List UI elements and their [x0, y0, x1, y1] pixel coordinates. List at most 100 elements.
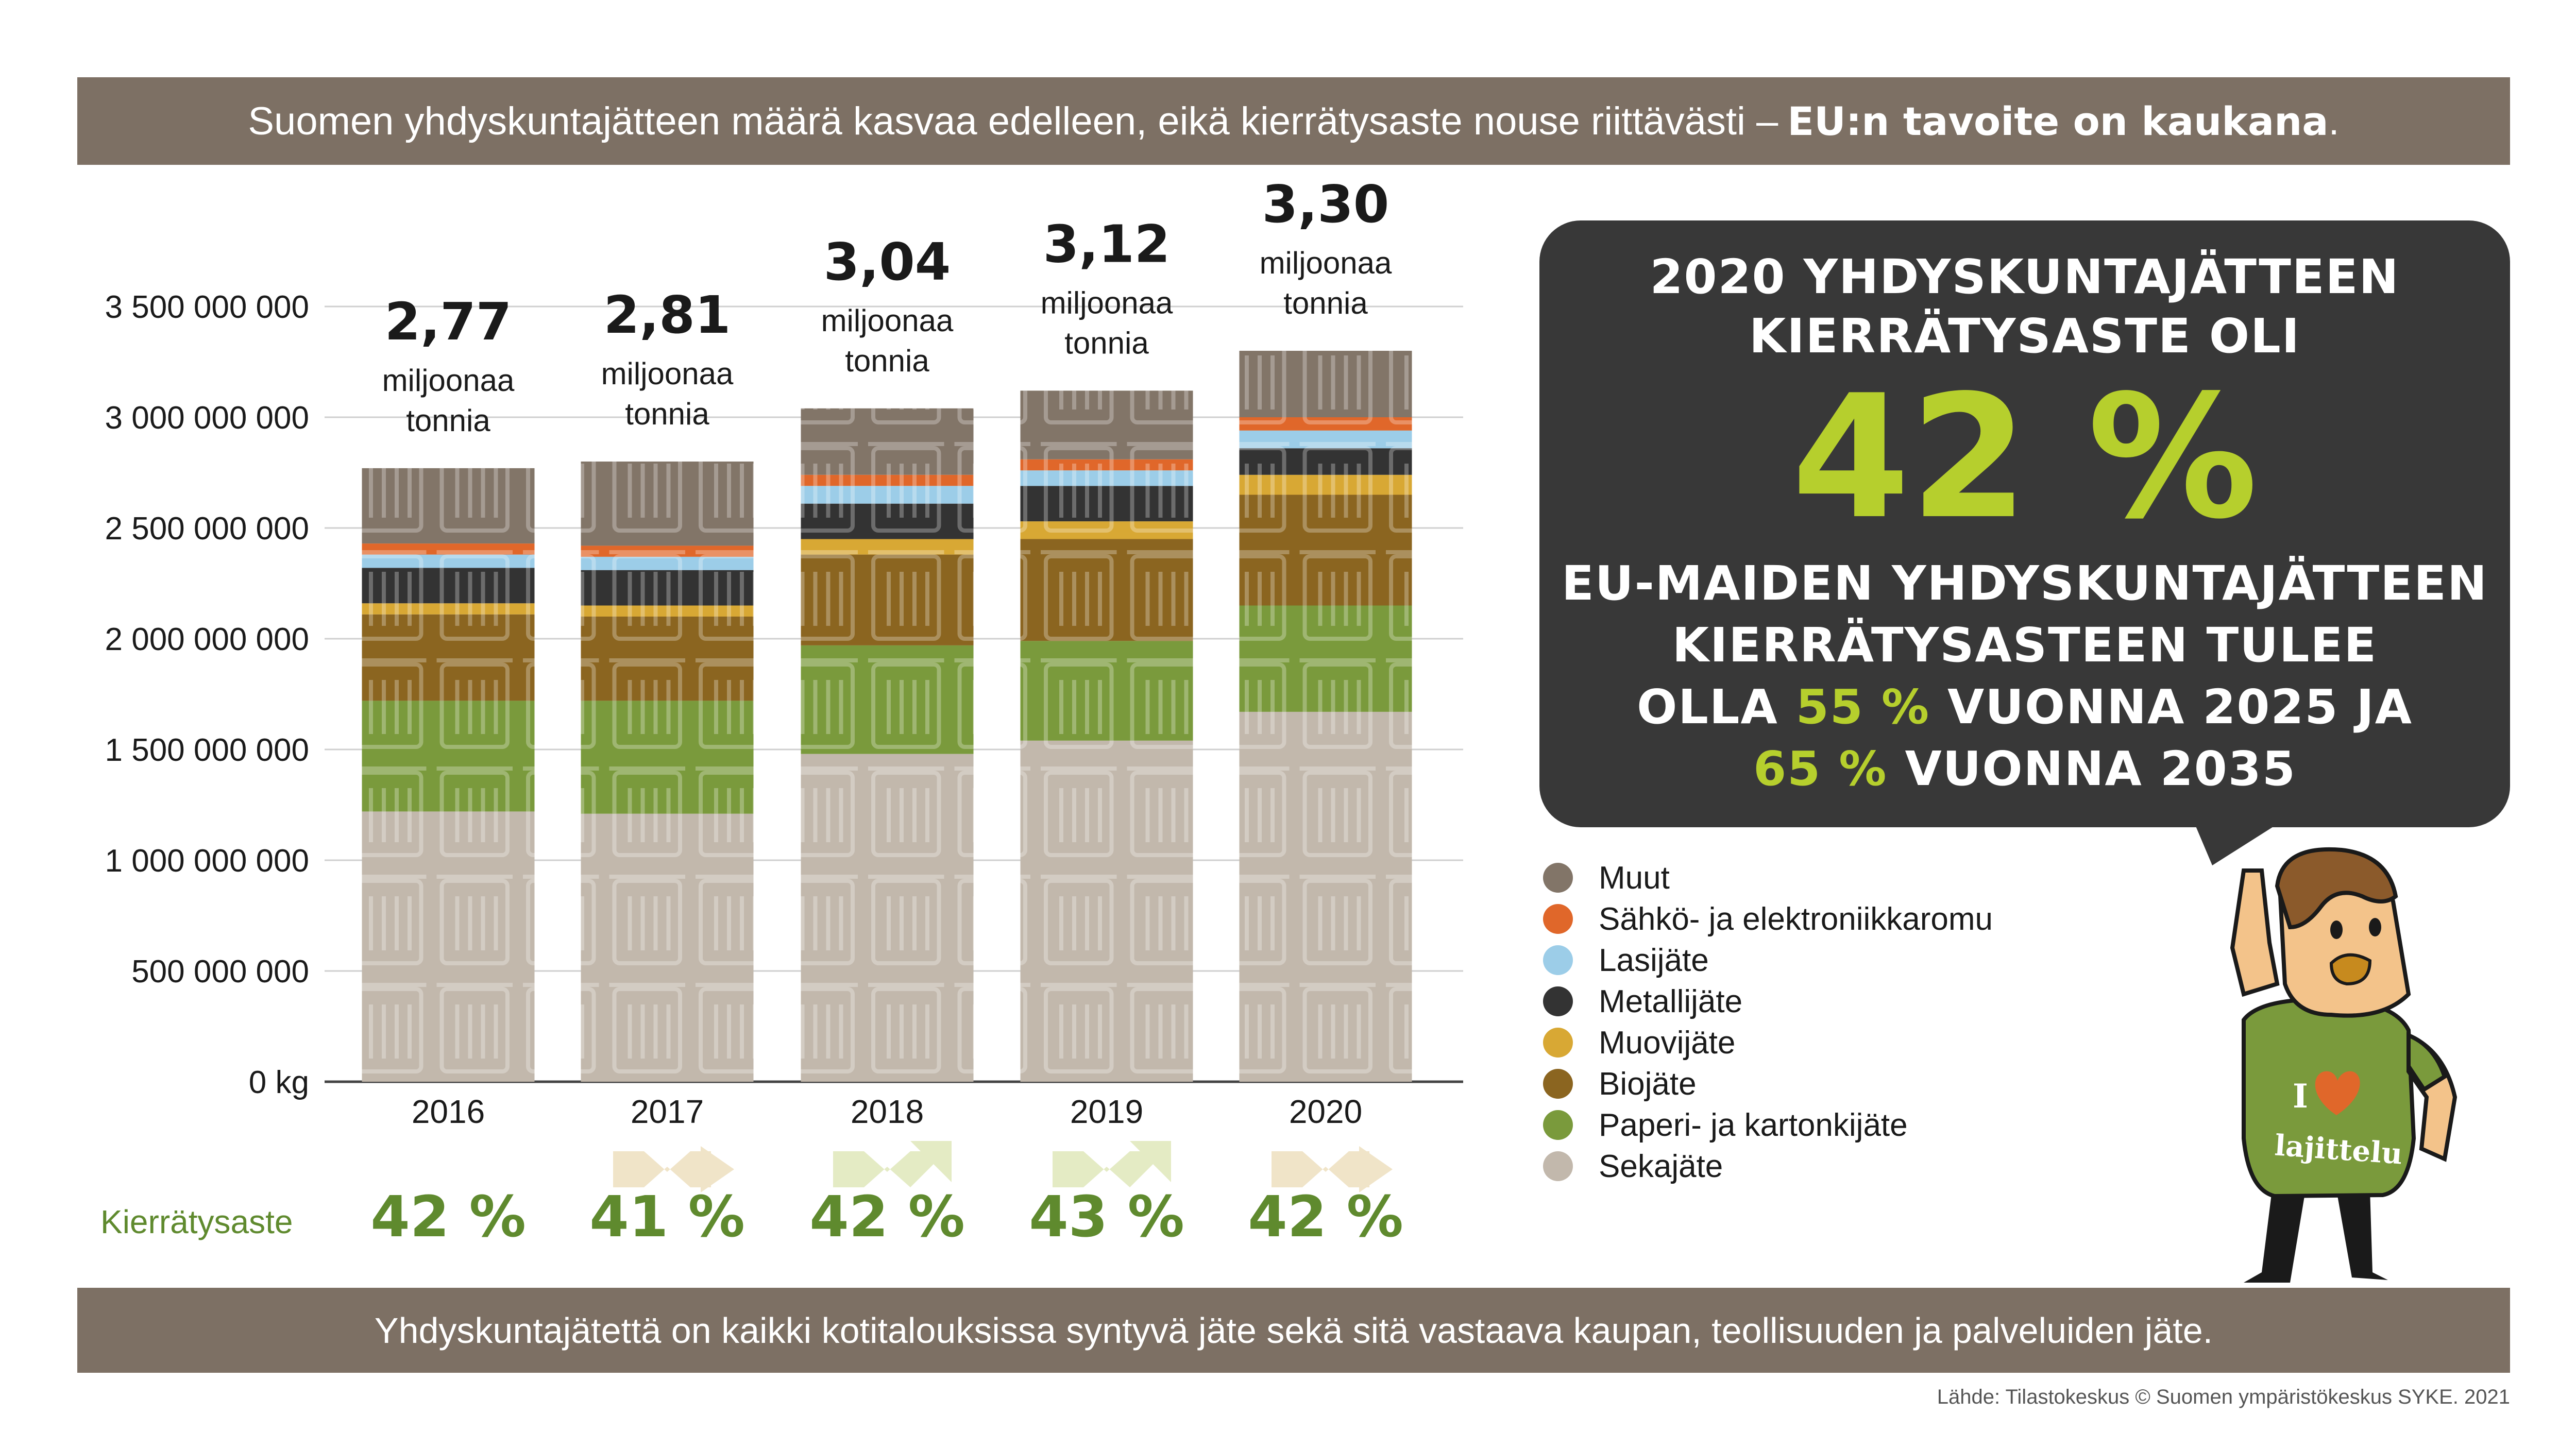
bar-segment-texture	[1239, 605, 1412, 712]
footer-text: Yhdyskuntajätettä on kaikki kotitalouksi…	[374, 1310, 2213, 1351]
bar-segment-texture	[362, 554, 535, 568]
bubble-line-6: 65 % VUONNA 2035	[1539, 741, 2510, 797]
total-unit-line-2: tonnia	[1064, 326, 1149, 360]
x-tick-label: 2017	[631, 1093, 704, 1130]
x-tick-label: 2016	[412, 1093, 485, 1130]
bubble-line-5-pre: OLLA	[1637, 679, 1778, 735]
legend-label: Sekajäte	[1599, 1148, 1723, 1184]
legend-label: Sähkö- ja elektroniikkaromu	[1599, 901, 1993, 937]
trend-down-icon	[1272, 1146, 1393, 1192]
bar-segment-texture	[1020, 740, 1193, 1082]
legend-label: Biojäte	[1599, 1066, 1697, 1102]
bar-segment-texture	[362, 603, 535, 615]
legend-swatch	[1543, 904, 1573, 934]
legend-swatch	[1543, 1151, 1573, 1181]
stacked-bar-chart: 0 kg 500 000 000 1 000 000 000 1 500 000 00…	[105, 174, 1463, 1250]
bubble-line-6-post: VUONNA 2035	[1905, 741, 2296, 796]
bar-segment-texture	[581, 813, 754, 1082]
bar-segment-texture	[362, 811, 535, 1082]
y-tick-label: 2 500 000 000	[105, 511, 310, 547]
bar-segment-texture	[1239, 495, 1412, 606]
total-unit-line-1: miljoonaa	[1260, 246, 1392, 280]
recycling-rate-value: 42 %	[370, 1184, 526, 1250]
legend-item: Sähkö- ja elektroniikkaromu	[1543, 899, 1993, 939]
total-value-label: 2,77	[385, 292, 512, 352]
footer-band: Yhdyskuntajätettä on kaikki kotitalouksi…	[77, 1288, 2510, 1373]
legend-label: Paperi- ja kartonkijäte	[1599, 1107, 1908, 1143]
bar-segment-texture	[581, 545, 754, 557]
total-value-label: 2,81	[604, 285, 731, 345]
legend-item: Sekajäte	[1543, 1146, 1723, 1186]
bar-segment-texture	[581, 570, 754, 606]
bar-segment-texture	[1020, 390, 1193, 459]
total-unit-line-1: miljoonaa	[821, 303, 954, 338]
total-value-label: 3,12	[1043, 214, 1171, 274]
total-value-label: 3,30	[1262, 174, 1389, 234]
trend-down-icon	[613, 1146, 734, 1192]
total-unit-line-2: tonnia	[1283, 286, 1368, 320]
y-tick-label: 0 kg	[249, 1065, 309, 1100]
y-tick-label: 500 000 000	[131, 954, 309, 990]
bar-segment-texture	[1020, 459, 1193, 471]
source-note: Lähde: Tilastokeskus © Suomen ympäristök…	[1937, 1386, 2510, 1408]
legend-swatch	[1543, 945, 1573, 975]
y-tick-label: 1 000 000 000	[105, 843, 310, 879]
legend-item: Muut	[1543, 858, 1670, 898]
bar-segment-texture	[1239, 351, 1412, 417]
heart-icon	[2315, 1071, 2360, 1115]
bar-segment-texture	[1239, 430, 1412, 449]
legend-label: Metallijäte	[1599, 983, 1743, 1019]
kierratysaste-label: Kierrätysaste	[100, 1203, 293, 1240]
bar-segment-texture	[581, 462, 754, 546]
total-unit-line-1: miljoonaa	[1041, 285, 1173, 320]
recycling-rate-value: 42 %	[809, 1184, 965, 1250]
total-unit-line-2: tonnia	[625, 397, 709, 431]
total-unit-line-1: miljoonaa	[382, 363, 515, 398]
bar-segment-texture	[581, 617, 754, 701]
header-period: .	[2328, 99, 2340, 143]
bar-segment-texture	[362, 468, 535, 544]
total-unit-line-2: tonnia	[406, 403, 490, 438]
header-text: Suomen yhdyskuntajätteen määrä kasvaa ed…	[248, 99, 1778, 143]
bubble-line-5: OLLA 55 % VUONNA 2025 JA	[1539, 679, 2510, 736]
legend-item: Lasijäte	[1543, 940, 1709, 980]
y-tick-label: 2 000 000 000	[105, 622, 310, 657]
speech-bubble: 2020 YHDYSKUNTAJÄTTEEN KIERRÄTYSASTE OLI…	[1539, 220, 2510, 827]
x-tick-label: 2019	[1070, 1093, 1143, 1130]
bar-segment-texture	[362, 543, 535, 555]
bar-segment-texture	[1239, 448, 1412, 475]
bar-segment-texture	[581, 701, 754, 814]
bar-segment-texture	[801, 503, 974, 539]
bar-segment-texture	[1239, 711, 1412, 1082]
header-bold-text: EU:n tavoite on kaukana	[1787, 98, 2329, 144]
recycling-rate-value: 43 %	[1029, 1184, 1184, 1250]
bar-segment-texture	[581, 605, 754, 617]
bar-segment-texture	[581, 556, 754, 570]
bubble-line-5-post: VUONNA 2025 JA	[1947, 679, 2413, 735]
target-2035-value: 65 %	[1753, 741, 1888, 796]
legend-label: Muovijäte	[1599, 1025, 1736, 1061]
legend-label: Muut	[1599, 860, 1670, 896]
bubble-line-2: KIERRÄTYSASTE OLI	[1749, 309, 2300, 364]
bar-segment-texture	[362, 568, 535, 604]
legend-swatch	[1543, 986, 1573, 1016]
bar-segment-texture	[1239, 474, 1412, 495]
bar-segment-texture	[801, 539, 974, 555]
mascot-figure: I lajittelu	[2230, 847, 2458, 1283]
total-unit-line-1: miljoonaa	[601, 356, 734, 391]
bubble-line-4: KIERRÄTYSASTEEN TULEE	[1672, 618, 2378, 673]
trend-up-icon	[833, 1141, 952, 1187]
trend-up-icon	[1053, 1141, 1171, 1187]
legend-item: Paperi- ja kartonkijäte	[1543, 1105, 1908, 1145]
shirt-text-i: I	[2293, 1077, 2308, 1116]
legend-item: Muovijäte	[1543, 1022, 1735, 1063]
x-tick-label: 2020	[1289, 1093, 1362, 1130]
bar-segment-texture	[362, 614, 535, 701]
bar-segment-texture	[1020, 486, 1193, 522]
header-band: Suomen yhdyskuntajätteen määrä kasvaa ed…	[77, 77, 2510, 165]
y-tick-label: 1 500 000 000	[105, 732, 310, 768]
bar-segment-texture	[1239, 417, 1412, 431]
bar-segment-texture	[801, 754, 974, 1082]
bar-segment-texture	[1020, 539, 1193, 641]
bar-segment-texture	[1020, 521, 1193, 539]
